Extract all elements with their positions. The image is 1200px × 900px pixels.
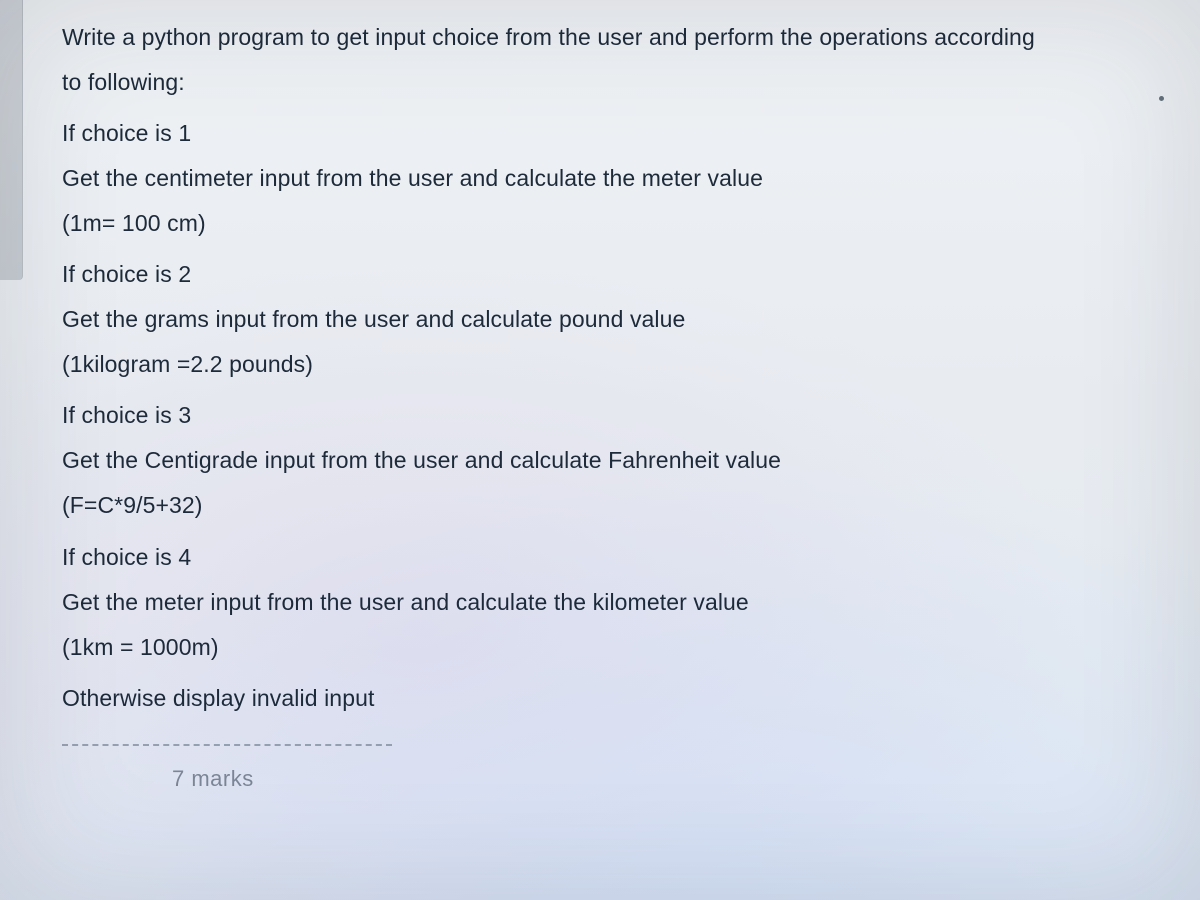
choice-4-formula: (1km = 1000m) bbox=[62, 632, 1170, 663]
choice-1-instruction: Get the centimeter input from the user a… bbox=[62, 163, 1170, 194]
choice-3-formula: (F=C*9/5+32) bbox=[62, 490, 1170, 521]
sidebar-sliver bbox=[0, 0, 23, 280]
otherwise-line: Otherwise display invalid input bbox=[62, 683, 1170, 714]
choice-1-formula: (1m= 100 cm) bbox=[62, 208, 1170, 239]
separator-dashes bbox=[62, 744, 392, 746]
intro-line-2: to following: bbox=[62, 67, 1170, 98]
choice-4-instruction: Get the meter input from the user and ca… bbox=[62, 587, 1170, 618]
choice-4-heading: If choice is 4 bbox=[62, 542, 1170, 573]
footer-fragment: 7 marks bbox=[62, 764, 1170, 794]
choice-2-formula: (1kilogram =2.2 pounds) bbox=[62, 349, 1170, 380]
choice-2-instruction: Get the grams input from the user and ca… bbox=[62, 304, 1170, 335]
intro-line-1: Write a python program to get input choi… bbox=[62, 22, 1170, 53]
choice-2-heading: If choice is 2 bbox=[62, 259, 1170, 290]
question-body: Write a python program to get input choi… bbox=[62, 22, 1170, 793]
question-screenshot: Write a python program to get input choi… bbox=[0, 0, 1200, 900]
choice-1-heading: If choice is 1 bbox=[62, 118, 1170, 149]
choice-3-heading: If choice is 3 bbox=[62, 400, 1170, 431]
choice-3-instruction: Get the Centigrade input from the user a… bbox=[62, 445, 1170, 476]
